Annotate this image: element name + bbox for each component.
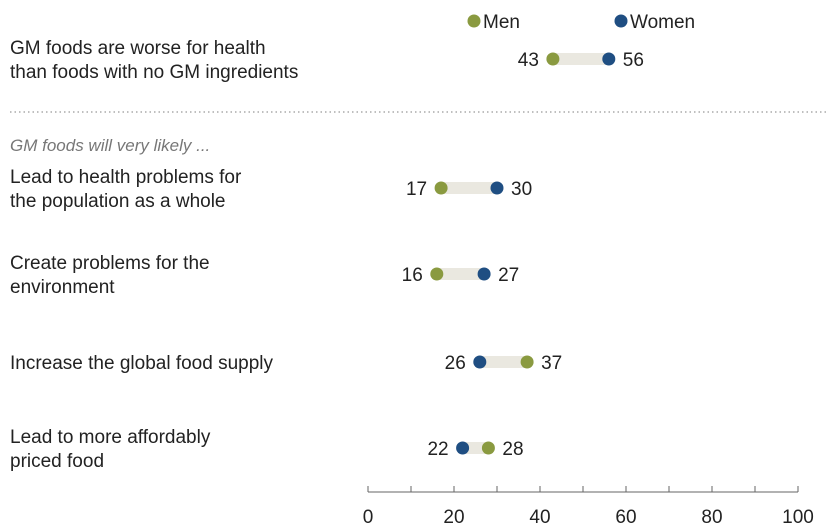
value-label-men: 37 (541, 353, 562, 374)
dot-women (456, 441, 470, 455)
x-tick-label: 20 (443, 507, 464, 528)
value-label-men: 28 (502, 439, 523, 460)
legend-label-men: Men (483, 12, 520, 33)
dot-women (473, 355, 487, 369)
dot-men (430, 267, 444, 281)
value-label-women: 27 (498, 265, 519, 286)
range-bar (552, 53, 609, 65)
category-label: Lead to more affordably priced food (10, 427, 211, 472)
dot-women (477, 267, 491, 281)
dot-men (434, 181, 448, 195)
range-bar (462, 442, 489, 454)
legend-label-women: Women (630, 12, 695, 33)
range-bar (436, 268, 485, 280)
category-label: Lead to health problems for the populatio… (10, 167, 242, 212)
subheading: GM foods will very likely ... (10, 136, 210, 155)
dot-women (490, 181, 504, 195)
dot-men (546, 52, 560, 66)
x-tick-label: 80 (701, 507, 722, 528)
value-label-men: 17 (406, 179, 427, 200)
legend-dot-men (467, 14, 481, 28)
value-label-women: 56 (623, 50, 644, 71)
x-tick-label: 60 (615, 507, 636, 528)
category-label: Create problems for the environment (10, 253, 210, 298)
x-tick-label: 100 (782, 507, 814, 528)
value-label-women: 26 (445, 353, 466, 374)
category-label: Increase the global food supply (10, 353, 274, 374)
category-label: GM foods are worse for health than foods … (10, 38, 298, 83)
range-bar (479, 356, 528, 368)
dot-women (602, 52, 616, 66)
legend-dot-women (614, 14, 628, 28)
dot-men (520, 355, 534, 369)
value-label-men: 43 (518, 50, 539, 71)
value-label-women: 22 (427, 439, 448, 460)
x-tick-label: 0 (363, 507, 374, 528)
dot-men (481, 441, 495, 455)
x-tick-label: 40 (529, 507, 550, 528)
value-label-men: 16 (402, 265, 423, 286)
range-bar (441, 182, 497, 194)
value-label-women: 30 (511, 179, 532, 200)
